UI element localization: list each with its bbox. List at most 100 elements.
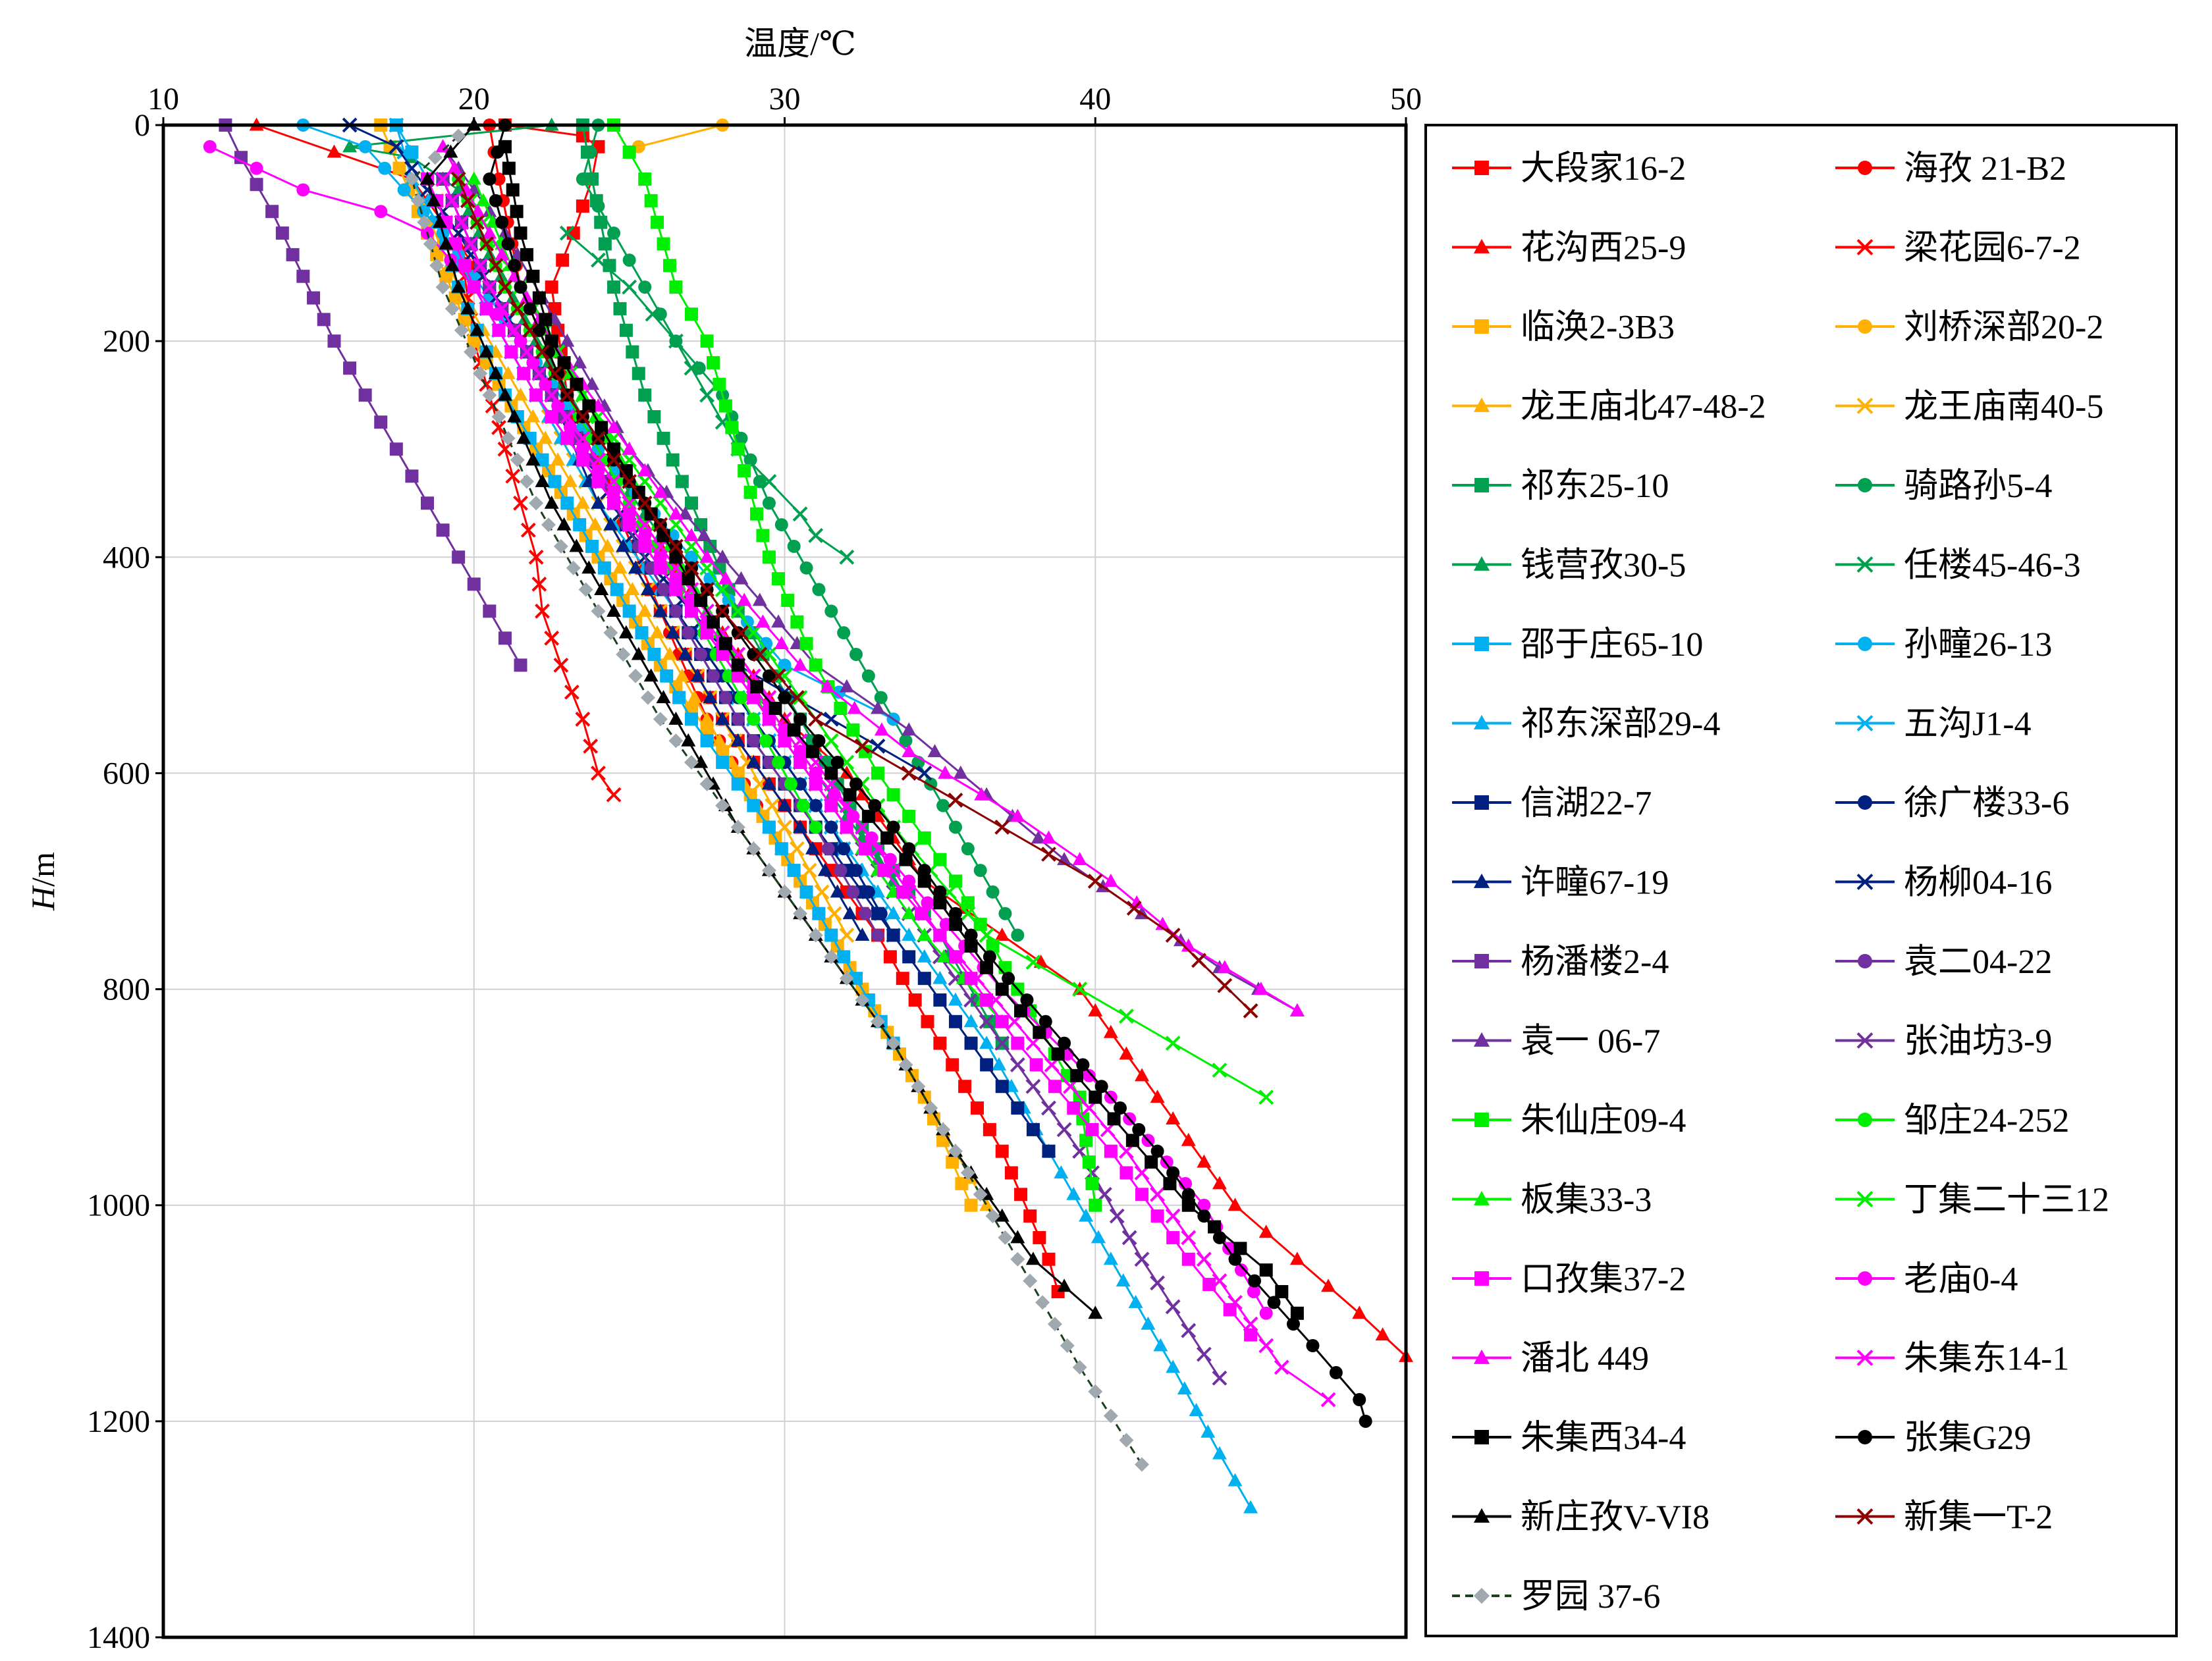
data-point (1085, 1122, 1099, 1136)
data-point (1473, 1190, 1490, 1205)
series-line (638, 124, 723, 148)
data-point (1473, 714, 1490, 729)
data-point (591, 475, 605, 488)
data-point (1094, 1080, 1108, 1094)
data-point (1858, 1430, 1872, 1444)
legend-item: 袁二04-22 (1835, 943, 2052, 981)
data-point (1082, 1068, 1096, 1082)
data-point (1029, 1058, 1043, 1072)
data-point (955, 1176, 969, 1190)
data-point (1197, 1154, 1212, 1168)
data-point (850, 647, 863, 661)
data-point (420, 496, 434, 510)
data-point (612, 560, 628, 574)
data-point (1181, 1132, 1196, 1146)
legend-item: 新集一T-2 (1835, 1499, 2053, 1537)
legend-item: 朱集东14-1 (1835, 1340, 2069, 1378)
data-point (538, 431, 553, 444)
data-point (1033, 1230, 1046, 1244)
y-tick-label: 0 (134, 108, 150, 143)
data-point (576, 442, 589, 456)
data-point (1163, 1176, 1177, 1190)
data-point (1010, 1057, 1025, 1072)
data-point (861, 885, 875, 899)
data-point (520, 248, 533, 261)
data-point (684, 604, 698, 618)
data-point (494, 301, 510, 317)
data-point (1258, 1225, 1274, 1238)
data-point (600, 539, 615, 552)
data-point (1259, 1263, 1273, 1277)
data-point (603, 259, 616, 273)
data-point (730, 820, 745, 835)
data-point (464, 344, 479, 359)
data-point (674, 668, 689, 682)
data-point (932, 970, 948, 984)
data-point (902, 928, 917, 941)
data-point (1858, 161, 1872, 175)
data-point (871, 852, 886, 866)
data-point (1473, 1032, 1490, 1047)
data-point (603, 625, 618, 641)
data-point (389, 442, 403, 456)
data-point (582, 399, 596, 413)
data-point (591, 199, 605, 213)
legend-label: 袁一 06-7 (1521, 1023, 1660, 1061)
data-point (713, 377, 726, 391)
data-point (1473, 238, 1490, 253)
data-point (874, 907, 888, 920)
data-point (1212, 1230, 1226, 1244)
data-point (1212, 1273, 1227, 1288)
data-point (535, 344, 550, 359)
legend-label: 五沟J1-4 (1904, 706, 2032, 743)
data-point (921, 896, 934, 910)
data-point (973, 918, 987, 932)
data-point (731, 442, 745, 456)
data-point (439, 236, 454, 250)
data-point (1025, 955, 1041, 970)
data-point (657, 431, 670, 445)
data-point (591, 604, 606, 619)
data-point (870, 738, 886, 754)
data-point (933, 885, 947, 899)
data-point (898, 1057, 913, 1072)
series-line (442, 178, 1329, 1401)
data-point (1069, 1068, 1083, 1082)
data-point (713, 561, 726, 575)
data-point (553, 539, 568, 554)
data-point (626, 345, 639, 359)
data-point (1474, 795, 1489, 810)
data-point (660, 669, 674, 683)
data-point (651, 215, 664, 229)
series-line (457, 178, 1267, 1098)
data-point (1132, 1122, 1146, 1136)
data-point (396, 144, 412, 160)
data-point (1135, 1457, 1150, 1472)
data-point (498, 631, 512, 645)
data-point (948, 907, 962, 920)
data-point (1474, 319, 1489, 334)
data-point (731, 712, 745, 726)
data-point (830, 884, 845, 898)
legend-label: 朱集西34-4 (1521, 1419, 1686, 1457)
data-point (662, 646, 677, 660)
data-point (541, 517, 556, 533)
data-point (812, 907, 826, 920)
data-point (861, 810, 875, 824)
data-point (1141, 1316, 1156, 1330)
data-point (553, 657, 569, 673)
data-point (505, 468, 521, 484)
data-point (712, 733, 727, 747)
data-point (669, 583, 683, 596)
data-point (622, 145, 636, 159)
data-point (573, 518, 587, 532)
data-point (699, 776, 715, 791)
data-point (850, 972, 863, 986)
data-point (826, 906, 842, 922)
legend-item: 刘桥深部20-2 (1835, 309, 2103, 346)
data-point (818, 756, 832, 770)
data-point (1072, 982, 1088, 997)
data-point (792, 690, 808, 705)
data-point (404, 161, 419, 176)
data-point (404, 172, 419, 187)
